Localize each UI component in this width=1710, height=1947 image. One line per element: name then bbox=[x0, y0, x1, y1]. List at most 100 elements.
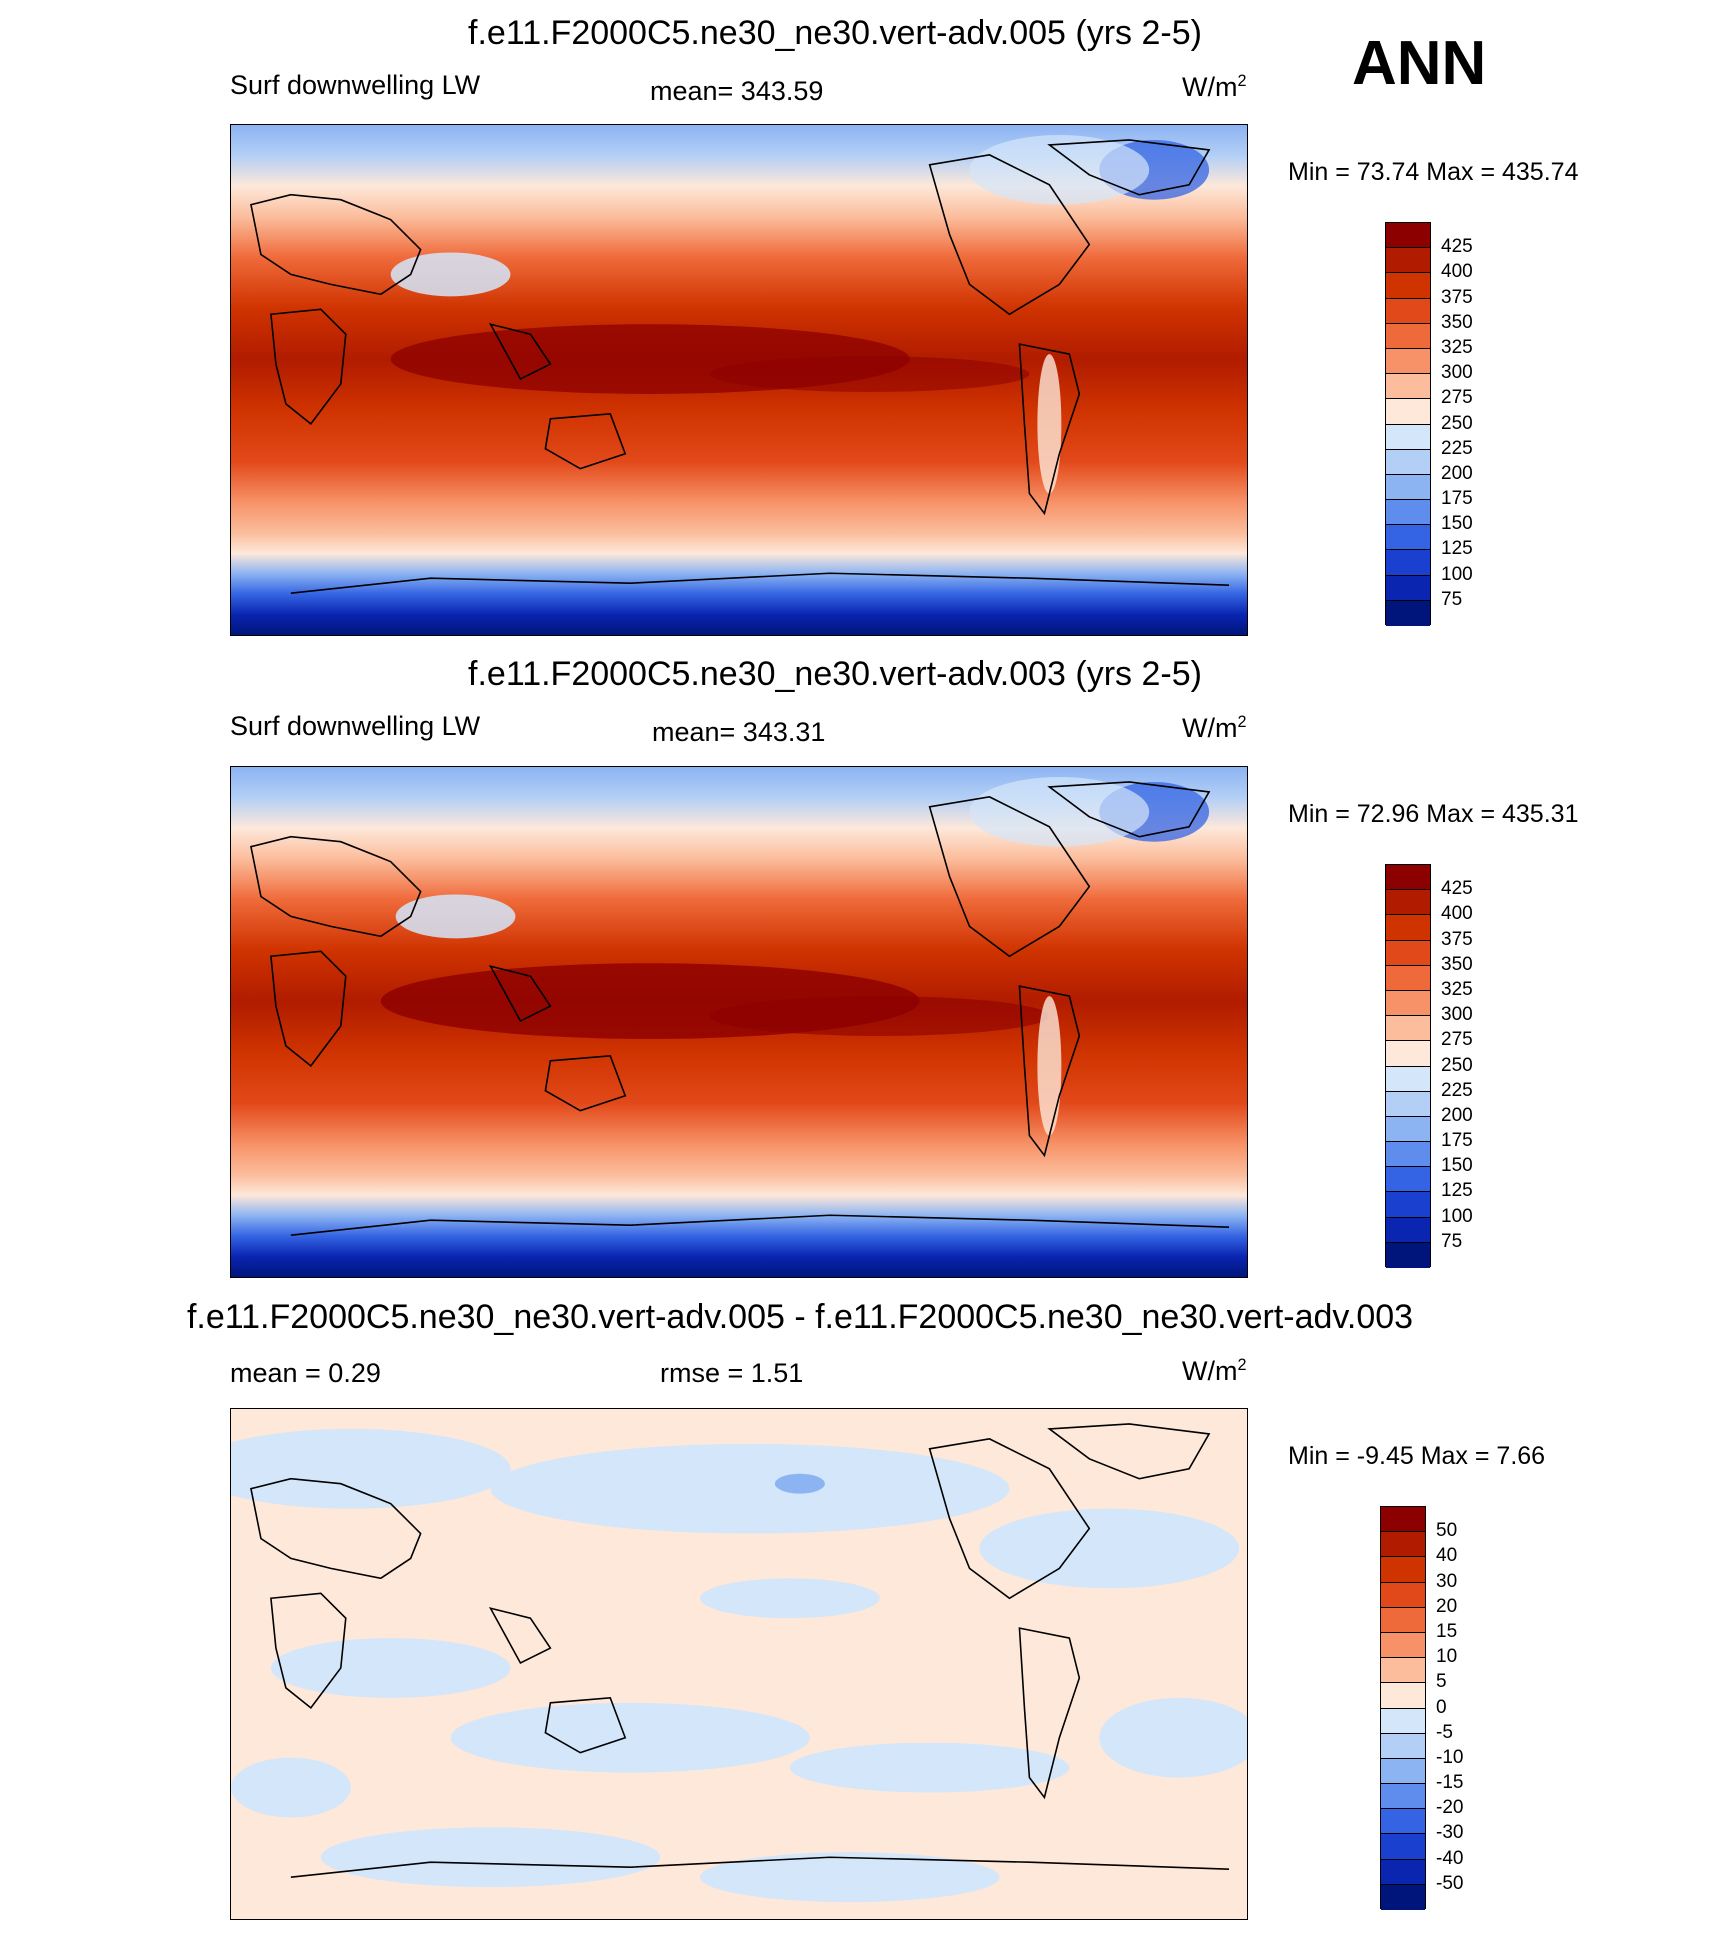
colorbar-swatch bbox=[1381, 1532, 1425, 1558]
colorbar-swatch bbox=[1386, 374, 1430, 400]
panel-2-variable-label: Surf downwelling LW bbox=[230, 711, 481, 741]
colorbar-tick-label: 375 bbox=[1441, 928, 1473, 950]
panel-2-minmax: Min = 72.96 Max = 435.31 bbox=[1288, 800, 1579, 828]
panel-2-map-field bbox=[231, 767, 1247, 1277]
colorbar-swatch bbox=[1386, 1142, 1430, 1168]
colorbar-swatch bbox=[1381, 1809, 1425, 1835]
colorbar-tick-label: 325 bbox=[1441, 978, 1473, 1000]
colorbar-tick-label: 175 bbox=[1441, 488, 1473, 510]
colorbar-swatch bbox=[1386, 525, 1430, 551]
colorbar-swatch bbox=[1386, 600, 1430, 626]
colorbar-swatch bbox=[1386, 474, 1430, 501]
panel-3-map bbox=[230, 1408, 1248, 1920]
colorbar-swatch bbox=[1386, 990, 1430, 1017]
colorbar-swatch bbox=[1386, 865, 1430, 891]
panel-1-mean-label: mean= 343.59 bbox=[650, 76, 824, 106]
colorbar-tick-label: 200 bbox=[1441, 1104, 1473, 1126]
colorbar-swatch bbox=[1386, 1016, 1430, 1042]
colorbar-swatch bbox=[1381, 1658, 1425, 1684]
colorbar-tick-label: -15 bbox=[1436, 1772, 1464, 1794]
colorbar-tick-label: 225 bbox=[1441, 437, 1473, 459]
colorbar-swatch bbox=[1386, 449, 1430, 475]
colorbar-swatch bbox=[1386, 940, 1430, 966]
colorbar-tick-label: 300 bbox=[1441, 1004, 1473, 1026]
panel-3-map-field bbox=[231, 1409, 1247, 1919]
colorbar-tick-label: 75 bbox=[1441, 1230, 1463, 1252]
colorbar-tick-label: 15 bbox=[1436, 1620, 1458, 1642]
panel-2-map bbox=[230, 766, 1248, 1278]
colorbar-tick-label: 0 bbox=[1436, 1696, 1447, 1718]
colorbar-swatch bbox=[1381, 1607, 1425, 1633]
colorbar-tick-label: -20 bbox=[1436, 1797, 1464, 1819]
colorbar-swatch bbox=[1381, 1758, 1425, 1785]
colorbar-tick-label: -50 bbox=[1436, 1872, 1464, 1894]
colorbar-tick-label: 400 bbox=[1441, 261, 1473, 283]
colorbar-swatch bbox=[1386, 550, 1430, 576]
colorbar-swatch bbox=[1381, 1507, 1425, 1533]
colorbar-tick-label: 250 bbox=[1441, 412, 1473, 434]
colorbar-tick-label: 150 bbox=[1441, 1155, 1473, 1177]
panel-2-colorbar bbox=[1385, 864, 1431, 1268]
colorbar-swatch bbox=[1386, 915, 1430, 941]
colorbar-tick-label: 350 bbox=[1441, 311, 1473, 333]
panel-3-rmse-label: rmse = 1.51 bbox=[660, 1358, 804, 1388]
colorbar-swatch bbox=[1386, 1192, 1430, 1218]
panel-1-variable-label: Surf downwelling LW bbox=[230, 70, 481, 100]
panel-1-units: W/m2 bbox=[1182, 72, 1247, 102]
colorbar-tick-label: 225 bbox=[1441, 1079, 1473, 1101]
colorbar-tick-label: -40 bbox=[1436, 1847, 1464, 1869]
colorbar-tick-label: 100 bbox=[1441, 563, 1473, 585]
panel-2-title: f.e11.F2000C5.ne30_ne30.vert-adv.003 (yr… bbox=[468, 655, 1202, 693]
season-label: ANN bbox=[1352, 29, 1487, 98]
colorbar-tick-label: 275 bbox=[1441, 1029, 1473, 1051]
colorbar-tick-label: 100 bbox=[1441, 1205, 1473, 1227]
panel-3-title: f.e11.F2000C5.ne30_ne30.vert-adv.005 - f… bbox=[186, 1298, 1414, 1336]
panel-1-map bbox=[230, 124, 1248, 636]
colorbar-swatch bbox=[1386, 223, 1430, 249]
colorbar-tick-label: 325 bbox=[1441, 336, 1473, 358]
colorbar-swatch bbox=[1386, 248, 1430, 274]
colorbar-tick-label: 300 bbox=[1441, 362, 1473, 384]
colorbar-swatch bbox=[1381, 1582, 1425, 1608]
colorbar-tick-label: 425 bbox=[1441, 878, 1473, 900]
panel-1-map-field bbox=[231, 125, 1247, 635]
panel-2-mean-label: mean= 343.31 bbox=[652, 717, 826, 747]
colorbar-tick-label: 30 bbox=[1436, 1570, 1458, 1592]
colorbar-tick-label: 425 bbox=[1441, 236, 1473, 258]
colorbar-tick-label: 10 bbox=[1436, 1646, 1458, 1668]
colorbar-swatch bbox=[1386, 1066, 1430, 1092]
panel-1-minmax: Min = 73.74 Max = 435.74 bbox=[1288, 158, 1579, 186]
colorbar-tick-label: 250 bbox=[1441, 1054, 1473, 1076]
colorbar-swatch bbox=[1386, 1116, 1430, 1143]
colorbar-swatch bbox=[1386, 965, 1430, 991]
colorbar-tick-label: -30 bbox=[1436, 1822, 1464, 1844]
colorbar-tick-label: 375 bbox=[1441, 286, 1473, 308]
colorbar-tick-label: 350 bbox=[1441, 953, 1473, 975]
colorbar-tick-label: 75 bbox=[1441, 588, 1463, 610]
colorbar-tick-label: 125 bbox=[1441, 1180, 1473, 1202]
panel-3-units: W/m2 bbox=[1182, 1356, 1247, 1386]
colorbar-swatch bbox=[1386, 298, 1430, 324]
colorbar-swatch bbox=[1386, 1242, 1430, 1268]
colorbar-swatch bbox=[1386, 1041, 1430, 1067]
colorbar-swatch bbox=[1381, 1733, 1425, 1759]
colorbar-tick-label: 40 bbox=[1436, 1545, 1458, 1567]
colorbar-swatch bbox=[1386, 1217, 1430, 1243]
colorbar-swatch bbox=[1386, 273, 1430, 299]
colorbar-swatch bbox=[1386, 424, 1430, 450]
colorbar-swatch bbox=[1386, 348, 1430, 375]
panel-1-colorbar bbox=[1385, 222, 1431, 626]
colorbar-tick-label: 20 bbox=[1436, 1595, 1458, 1617]
panel-3-minmax: Min = -9.45 Max = 7.66 bbox=[1288, 1442, 1546, 1470]
colorbar-swatch bbox=[1381, 1632, 1425, 1659]
colorbar-tick-label: 150 bbox=[1441, 513, 1473, 535]
colorbar-tick-label: -5 bbox=[1436, 1721, 1453, 1743]
colorbar-swatch bbox=[1381, 1859, 1425, 1885]
colorbar-tick-label: 275 bbox=[1441, 387, 1473, 409]
colorbar-swatch bbox=[1386, 323, 1430, 349]
colorbar-swatch bbox=[1386, 1167, 1430, 1193]
colorbar-swatch bbox=[1386, 500, 1430, 526]
colorbar-swatch bbox=[1386, 399, 1430, 425]
panel-3-colorbar bbox=[1380, 1506, 1426, 1910]
panel-1-title: f.e11.F2000C5.ne30_ne30.vert-adv.005 (yr… bbox=[468, 14, 1202, 52]
